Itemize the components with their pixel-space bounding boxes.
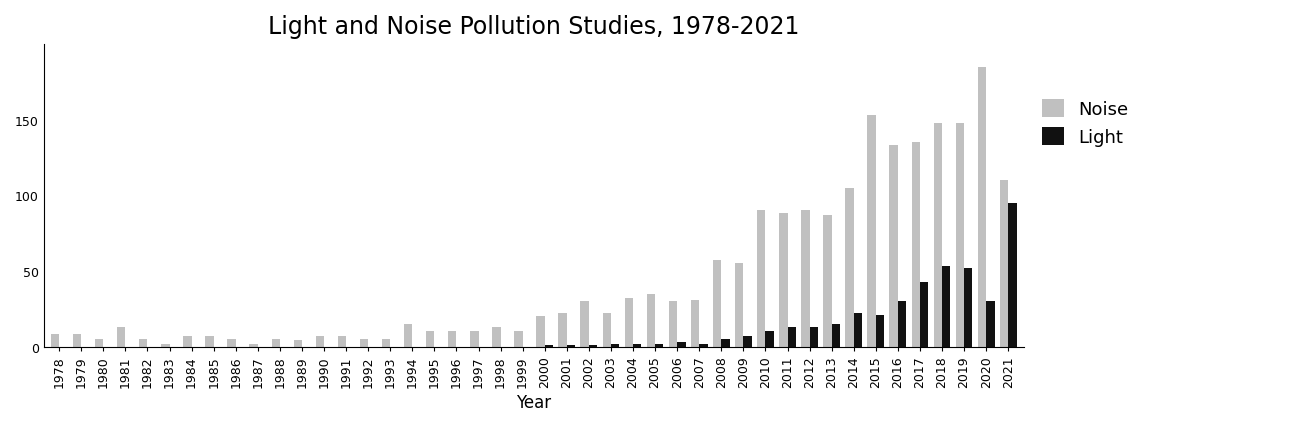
Bar (338, 336, 346, 347)
Bar (823, 216, 832, 347)
Bar (250, 344, 257, 347)
Title: Light and Noise Pollution Studies, 1978-2021: Light and Noise Pollution Studies, 1978-… (268, 15, 800, 39)
Bar (603, 314, 611, 347)
Bar (987, 302, 994, 347)
Bar (633, 344, 641, 347)
Bar (589, 345, 597, 347)
Bar (448, 332, 456, 347)
Bar (920, 282, 928, 347)
Bar (382, 339, 390, 347)
Bar (889, 146, 898, 347)
Bar (567, 345, 575, 347)
Bar (471, 332, 478, 347)
Bar (655, 344, 663, 347)
Bar (581, 302, 589, 347)
Bar (766, 332, 773, 347)
Bar (942, 267, 950, 347)
Bar (788, 327, 796, 347)
Bar (624, 299, 633, 347)
Bar (611, 344, 619, 347)
Bar (779, 214, 788, 347)
Bar (810, 327, 818, 347)
Bar (117, 327, 125, 347)
Legend: Noise, Light: Noise, Light (1043, 99, 1128, 147)
Bar (360, 339, 368, 347)
Bar (832, 324, 840, 347)
Bar (139, 339, 147, 347)
Bar (933, 124, 942, 347)
Bar (734, 264, 744, 347)
Bar (161, 344, 169, 347)
Bar (677, 342, 685, 347)
Bar (690, 300, 699, 347)
Bar (867, 116, 876, 347)
Bar (699, 344, 707, 347)
Bar (272, 339, 280, 347)
Bar (294, 341, 302, 347)
Bar (51, 335, 60, 347)
Bar (854, 314, 862, 347)
Bar (559, 314, 567, 347)
Bar (956, 124, 965, 347)
Bar (426, 332, 434, 347)
Bar (404, 324, 412, 347)
Bar (845, 188, 854, 347)
Bar (876, 315, 884, 347)
Bar (537, 317, 545, 347)
Bar (493, 327, 500, 347)
Bar (978, 68, 987, 347)
X-axis label: Year: Year (516, 393, 551, 411)
Bar (722, 339, 729, 347)
Bar (646, 294, 655, 347)
Bar (712, 261, 722, 347)
Bar (911, 143, 920, 347)
Bar (1000, 181, 1009, 347)
Bar (757, 211, 766, 347)
Bar (73, 335, 82, 347)
Bar (227, 339, 235, 347)
Bar (744, 336, 751, 347)
Bar (183, 336, 191, 347)
Bar (1009, 203, 1017, 347)
Bar (316, 336, 324, 347)
Bar (545, 345, 552, 347)
Bar (668, 302, 677, 347)
Bar (205, 336, 213, 347)
Bar (95, 339, 103, 347)
Bar (515, 332, 523, 347)
Bar (965, 268, 972, 347)
Bar (801, 211, 810, 347)
Bar (898, 302, 906, 347)
